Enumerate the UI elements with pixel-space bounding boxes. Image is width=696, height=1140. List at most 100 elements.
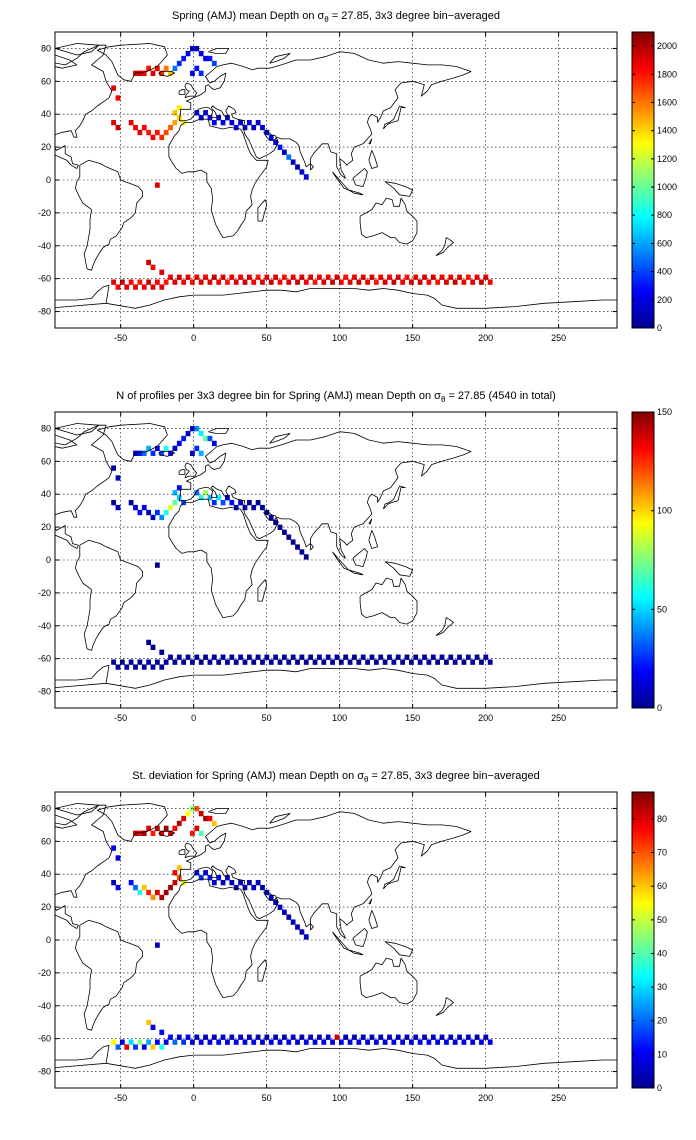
data-bin <box>198 279 204 285</box>
data-bin <box>172 825 178 832</box>
coastline <box>184 82 197 99</box>
y-tick-label: 80 <box>41 43 51 53</box>
coastline <box>269 813 291 824</box>
data-bin <box>211 119 217 126</box>
data-bin <box>211 879 217 886</box>
data-bin <box>154 659 160 665</box>
data-bin <box>303 554 309 560</box>
coastline <box>348 949 364 956</box>
data-bin <box>203 490 208 496</box>
data-bin <box>238 119 243 126</box>
data-bin <box>299 274 305 280</box>
data-bin <box>260 1039 265 1045</box>
y-tick-label: 60 <box>41 456 51 466</box>
data-bin <box>356 1039 362 1045</box>
data-bin <box>347 1039 353 1045</box>
data-bin <box>378 654 384 660</box>
data-bin <box>150 644 156 651</box>
data-bin <box>176 865 182 871</box>
x-tick-label: 50 <box>262 1093 272 1103</box>
colorbar-tick-label: 10 <box>657 1049 667 1059</box>
y-tick-label: -40 <box>38 241 51 251</box>
data-bin <box>286 914 292 920</box>
data-bin <box>382 279 388 285</box>
data-bin <box>137 279 143 285</box>
data-bin <box>444 1039 449 1045</box>
data-bin <box>255 119 261 126</box>
data-bin <box>185 654 191 660</box>
data-bin <box>198 50 204 57</box>
data-bin <box>198 830 204 836</box>
data-bin <box>159 70 165 76</box>
data-bin <box>242 279 248 285</box>
data-bin <box>352 1034 357 1040</box>
data-bin <box>146 825 152 832</box>
data-bin <box>387 654 392 660</box>
coastline <box>55 814 78 829</box>
data-bin <box>159 830 165 836</box>
data-bin <box>141 284 147 290</box>
data-bin <box>115 855 121 861</box>
data-bin <box>154 129 160 136</box>
data-bin <box>334 654 340 660</box>
data-bin <box>159 664 165 670</box>
data-bin <box>194 65 200 72</box>
data-bin <box>470 279 476 285</box>
coastline <box>55 43 100 56</box>
data-bin <box>133 124 138 131</box>
coastline <box>96 803 168 842</box>
data-bin <box>373 1039 379 1045</box>
data-bin <box>198 70 204 76</box>
data-bin <box>133 884 138 891</box>
data-bin <box>317 654 322 660</box>
data-bin <box>343 654 349 660</box>
data-bin <box>290 274 296 280</box>
data-bin <box>400 279 406 285</box>
coastline <box>96 423 168 462</box>
map-area <box>55 423 617 689</box>
data-bin <box>163 659 169 665</box>
colorbar-tick-label: 50 <box>657 915 667 925</box>
coastline <box>208 808 230 814</box>
data-bin <box>194 1034 200 1040</box>
data-bin <box>360 274 366 280</box>
data-bin <box>172 490 178 496</box>
data-bin <box>395 1034 401 1040</box>
y-tick-label: 60 <box>41 76 51 86</box>
y-tick-label: 80 <box>41 423 51 433</box>
data-bin <box>198 1039 204 1045</box>
data-bin <box>255 654 261 660</box>
data-bin <box>229 274 235 280</box>
data-bin <box>281 529 287 535</box>
y-tick-label: -80 <box>38 1067 51 1077</box>
data-bin <box>369 1034 375 1040</box>
data-bin <box>190 279 195 285</box>
data-bin <box>435 1039 441 1045</box>
data-bin <box>150 894 156 901</box>
data-bin <box>408 279 414 285</box>
data-bin <box>422 1034 427 1040</box>
data-bin <box>246 1034 252 1040</box>
coastline <box>193 288 617 309</box>
data-bin <box>430 274 436 280</box>
data-bin <box>330 279 335 285</box>
data-bin <box>387 1034 392 1040</box>
data-bin <box>190 830 195 836</box>
coastline <box>178 89 186 95</box>
coastline <box>310 543 314 551</box>
data-bin <box>308 1034 314 1040</box>
data-bin <box>295 1039 300 1045</box>
data-bin <box>444 279 449 285</box>
data-bin <box>137 889 143 896</box>
data-bin <box>146 129 152 136</box>
data-bin <box>115 884 121 891</box>
data-bin <box>150 264 156 271</box>
data-bin <box>229 499 235 506</box>
data-bin <box>146 639 152 646</box>
data-bin <box>185 810 191 817</box>
data-bin <box>479 1039 484 1045</box>
data-bin <box>457 274 462 280</box>
data-bin <box>461 279 467 285</box>
data-bin <box>163 279 169 285</box>
data-bin <box>133 504 138 511</box>
